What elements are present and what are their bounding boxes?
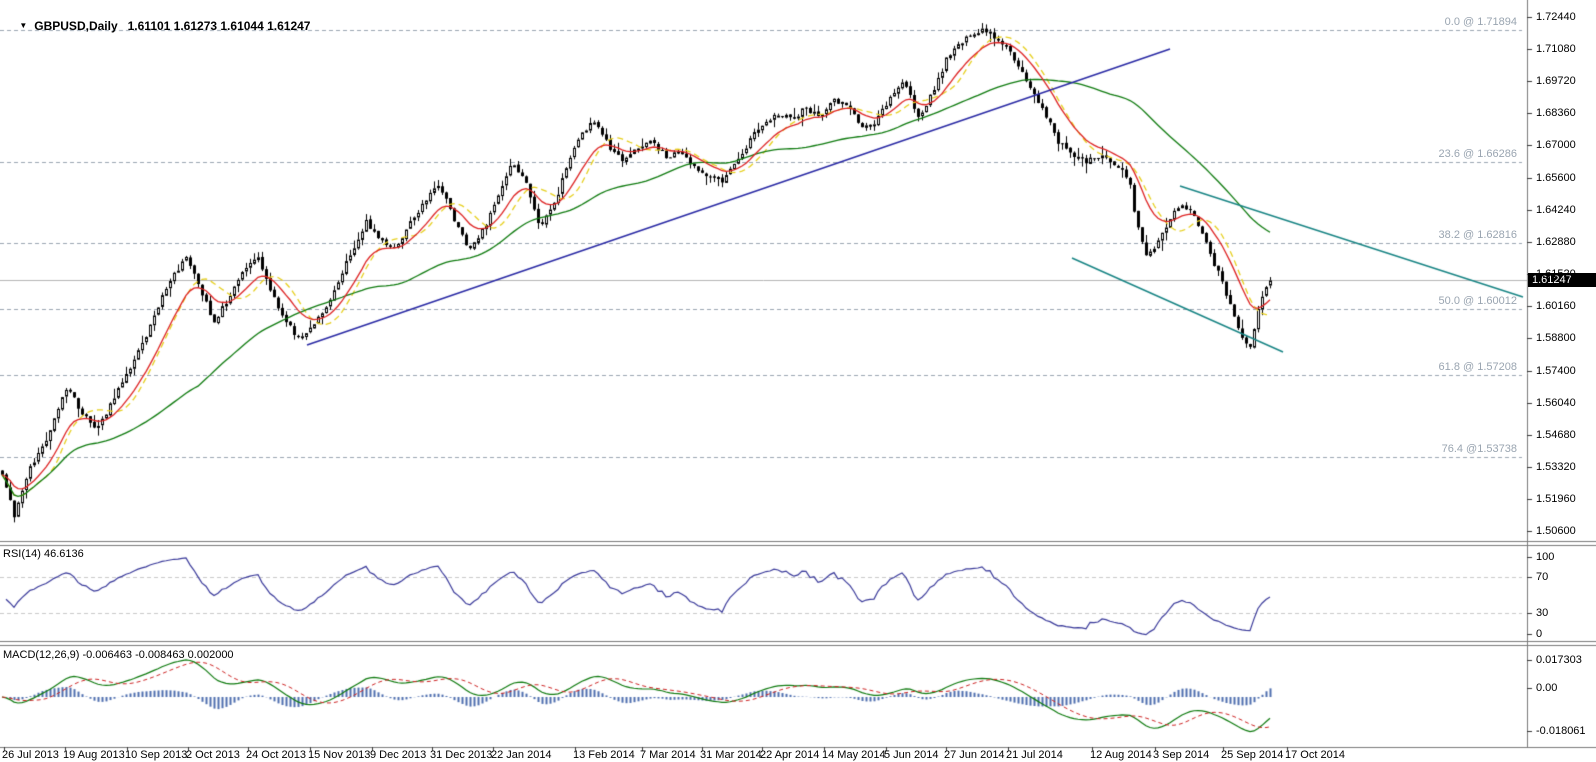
rsi-axis-label: 30 bbox=[1536, 607, 1549, 619]
time-axis-label: 22 Jan 2014 bbox=[491, 749, 552, 761]
time-axis-label: 25 Sep 2014 bbox=[1221, 749, 1284, 761]
price-axis-label: 1.67000 bbox=[1536, 139, 1576, 151]
price-axis-label: 1.51960 bbox=[1536, 493, 1576, 505]
time-axis-label: 15 Nov 2013 bbox=[308, 749, 371, 761]
macd-indicator-label: MACD(12,26,9) -0.006463 -0.008463 0.0020… bbox=[3, 649, 234, 661]
time-axis-label: 5 Jun 2014 bbox=[884, 749, 939, 761]
time-axis-label: 31 Dec 2013 bbox=[430, 749, 493, 761]
macd-axis-label: 0.017303 bbox=[1536, 654, 1582, 666]
time-axis-label: 3 Sep 2014 bbox=[1153, 749, 1210, 761]
time-axis-label: 24 Oct 2013 bbox=[246, 749, 306, 761]
time-axis-label: 13 Feb 2014 bbox=[573, 749, 635, 761]
rsi-indicator-label: RSI(14) 46.6136 bbox=[3, 548, 84, 560]
price-axis-label: 1.69720 bbox=[1536, 75, 1576, 87]
current-price-badge: 1.61247 bbox=[1528, 273, 1596, 287]
symbol-marker-icon: ▼ bbox=[19, 21, 28, 30]
price-axis-label: 1.57400 bbox=[1536, 365, 1576, 377]
price-axis-label: 1.60160 bbox=[1536, 300, 1576, 312]
rsi-axis-label: 70 bbox=[1536, 571, 1549, 583]
fib-level-label: 38.2 @ 1.62816 bbox=[1438, 229, 1517, 241]
time-axis-label: 26 Jul 2013 bbox=[2, 749, 59, 761]
price-axis-label: 1.65600 bbox=[1536, 172, 1576, 184]
chart-title: ▼ GBPUSD,Daily 1.61101 1.61273 1.61044 1.6… bbox=[6, 5, 310, 47]
time-axis-label: 14 May 2014 bbox=[822, 749, 886, 761]
price-axis-label: 1.68360 bbox=[1536, 107, 1576, 119]
symbol-timeframe-label: GBPUSD,Daily bbox=[34, 19, 118, 33]
price-axis-label: 1.61520 bbox=[1536, 268, 1576, 280]
time-axis-label: 19 Aug 2013 bbox=[63, 749, 125, 761]
time-axis-label: 27 Jun 2014 bbox=[944, 749, 1005, 761]
time-axis-label: 9 Dec 2013 bbox=[370, 749, 427, 761]
time-axis-label: 21 Jul 2014 bbox=[1006, 749, 1063, 761]
macd-axis-label: 0.00 bbox=[1536, 682, 1558, 694]
fib-level-label: 76.4 @1.53738 bbox=[1441, 443, 1517, 455]
time-axis-label: 17 Oct 2014 bbox=[1285, 749, 1345, 761]
price-axis-label: 1.58800 bbox=[1536, 332, 1576, 344]
time-axis-label: 31 Mar 2014 bbox=[700, 749, 762, 761]
time-axis-label: 10 Sep 2013 bbox=[125, 749, 188, 761]
price-axis-label: 1.53320 bbox=[1536, 461, 1576, 473]
fib-level-label: 61.8 @ 1.57208 bbox=[1438, 361, 1517, 373]
rsi-axis-label: 100 bbox=[1536, 551, 1555, 563]
price-axis-label: 1.50600 bbox=[1536, 525, 1576, 537]
price-axis-label: 1.71080 bbox=[1536, 43, 1576, 55]
ohlc-values: 1.61101 1.61273 1.61044 1.61247 bbox=[127, 19, 311, 33]
time-axis-label: 12 Aug 2014 bbox=[1090, 749, 1152, 761]
time-axis-label: 2 Oct 2013 bbox=[186, 749, 240, 761]
price-axis-label: 1.72440 bbox=[1536, 11, 1576, 23]
time-axis-label: 7 Mar 2014 bbox=[640, 749, 696, 761]
price-axis-label: 1.62880 bbox=[1536, 236, 1576, 248]
fib-level-label: 0.0 @ 1.71894 bbox=[1444, 16, 1517, 28]
time-axis-label: 22 Apr 2014 bbox=[760, 749, 820, 761]
fib-level-label: 23.6 @ 1.66286 bbox=[1438, 148, 1517, 160]
price-axis-label: 1.54680 bbox=[1536, 429, 1576, 441]
price-axis-label: 1.64240 bbox=[1536, 204, 1576, 216]
price-axis-label: 1.56040 bbox=[1536, 397, 1576, 409]
rsi-axis-label: 0 bbox=[1536, 628, 1543, 640]
fib-level-label: 50.0 @ 1.60012 bbox=[1438, 295, 1517, 307]
macd-axis-label: -0.018061 bbox=[1536, 725, 1586, 737]
